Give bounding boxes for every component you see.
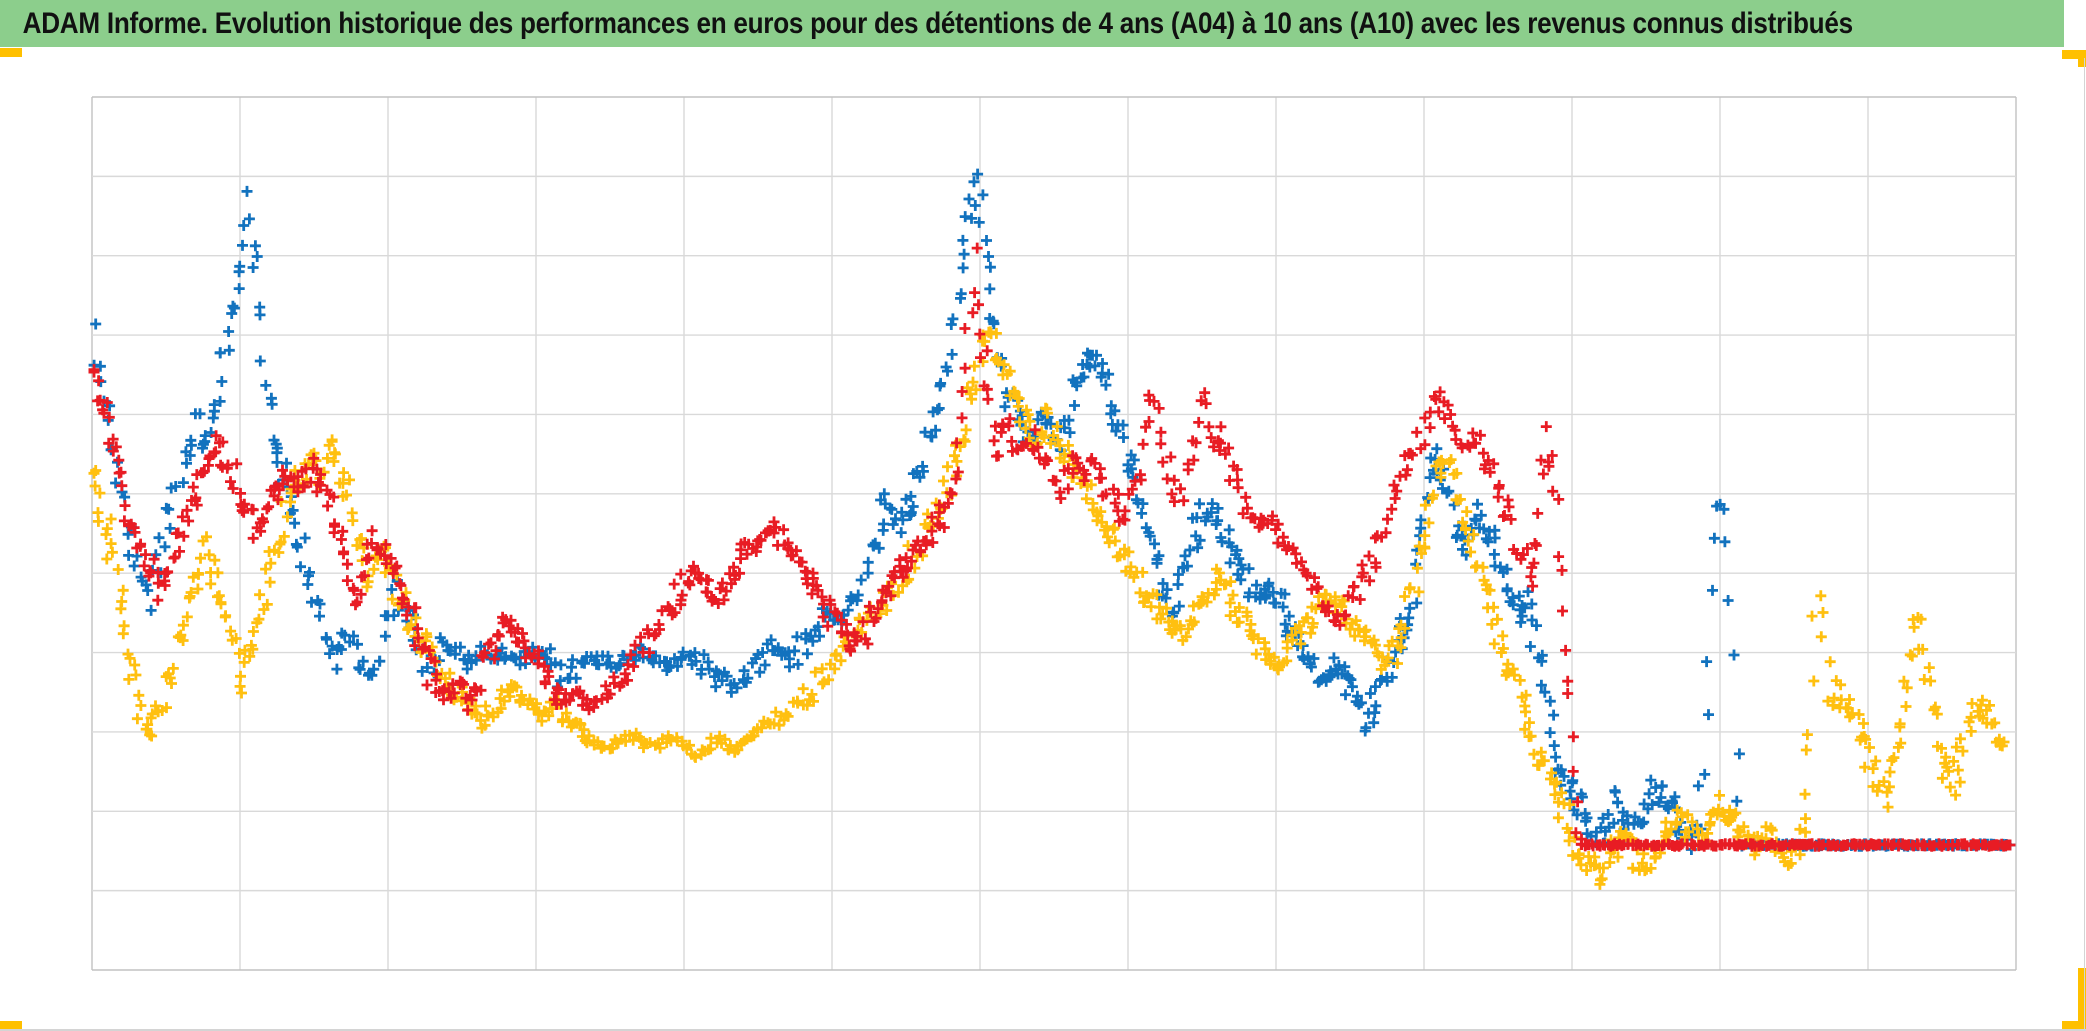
corner-accent-top-right-v xyxy=(2078,50,2086,67)
frame-line-right xyxy=(2084,58,2085,1030)
corner-accent-top-right-h xyxy=(2062,50,2086,59)
series-serie-bleue xyxy=(88,168,2016,855)
corner-accent-bottom-left xyxy=(0,1021,22,1030)
corner-accent-top-left xyxy=(0,48,22,57)
series-serie-jaune xyxy=(88,326,2010,890)
series-serie-rouge xyxy=(88,242,2016,852)
corner-accent-bottom-right-v xyxy=(2078,968,2086,1030)
chart-series-markers xyxy=(88,168,2016,890)
frame-line-bottom xyxy=(0,1029,2086,1031)
chart-gridlines xyxy=(91,96,2017,971)
page-title: ADAM Informe. Evolution historique des p… xyxy=(22,6,1854,40)
title-bar: ADAM Informe. Evolution historique des p… xyxy=(0,0,2064,47)
corner-accent-bottom-right-h xyxy=(2062,1021,2086,1030)
